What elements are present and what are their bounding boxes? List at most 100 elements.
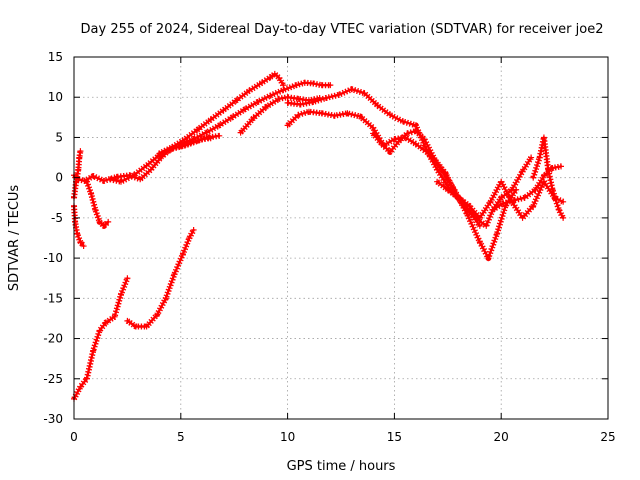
data-point <box>246 87 253 94</box>
data-point <box>305 108 312 115</box>
data-point <box>280 86 287 93</box>
data-point <box>258 79 265 86</box>
data-point <box>162 295 169 302</box>
data-point <box>483 222 490 229</box>
data-point <box>100 177 107 184</box>
data-point <box>421 136 428 143</box>
data-point <box>76 154 83 161</box>
data-point <box>318 82 325 89</box>
data-point <box>519 168 526 175</box>
data-point <box>143 162 150 169</box>
data-point <box>555 206 562 213</box>
y-tick-label: 5 <box>55 130 63 144</box>
data-point <box>124 275 131 282</box>
data-point <box>77 148 84 155</box>
data-point <box>536 154 543 161</box>
chart-title: Day 255 of 2024, Sidereal Day-to-day VTE… <box>81 22 604 37</box>
data-point <box>77 239 84 246</box>
data-point <box>310 99 317 106</box>
data-point <box>100 222 107 229</box>
data-point <box>250 115 257 122</box>
data-point <box>284 122 291 129</box>
data-point <box>276 74 283 81</box>
data-point <box>476 239 483 246</box>
data-point <box>498 194 505 201</box>
data-point <box>530 202 537 209</box>
plot-frame <box>73 56 609 420</box>
data-point <box>370 124 377 131</box>
data-point <box>412 128 419 135</box>
data-point <box>293 82 300 89</box>
data-point <box>310 80 317 87</box>
data-point <box>519 214 526 221</box>
series-sat-k <box>370 128 535 229</box>
y-tick-label: 0 <box>55 171 63 185</box>
data-point <box>511 197 518 204</box>
data-point <box>395 138 402 145</box>
data-point <box>143 323 150 330</box>
series-sat-a <box>71 148 84 201</box>
data-point <box>177 140 184 147</box>
data-point <box>75 166 82 173</box>
data-point <box>284 94 291 101</box>
data-point <box>545 166 552 173</box>
data-point <box>216 132 223 139</box>
data-point <box>442 170 449 177</box>
data-point <box>549 186 556 193</box>
data-point <box>147 166 154 173</box>
grid <box>74 57 608 419</box>
y-tick-label: -15 <box>43 291 63 305</box>
x-tick-label: 25 <box>600 430 615 444</box>
data-point <box>96 218 103 225</box>
data-point <box>404 130 411 137</box>
data-point <box>124 317 131 324</box>
x-tick-label: 10 <box>280 430 295 444</box>
data-point <box>528 154 535 161</box>
data-point <box>137 176 144 183</box>
data-point <box>190 136 197 143</box>
series-sat-f <box>156 70 287 157</box>
data-point <box>169 144 176 151</box>
data-point <box>374 102 381 109</box>
y-tick-label: -20 <box>43 332 63 346</box>
data-point <box>327 82 334 89</box>
y-tick-label: -25 <box>43 372 63 386</box>
data-point <box>154 311 161 318</box>
data-point <box>130 172 137 179</box>
data-point <box>530 174 537 181</box>
data-point <box>297 101 304 108</box>
data-point <box>493 230 500 237</box>
data-point <box>361 90 368 97</box>
y-axis-label: SDTVAR / TECUs <box>7 185 22 292</box>
data-point <box>271 70 278 77</box>
data-point <box>357 113 364 120</box>
series-sat-g <box>177 79 334 147</box>
data-point <box>500 200 507 207</box>
data-point <box>540 173 547 180</box>
data-point <box>90 173 97 180</box>
data-point <box>186 235 193 241</box>
data-point <box>220 107 227 114</box>
data-point <box>105 218 112 225</box>
data-point <box>80 243 87 250</box>
data-point <box>83 375 90 382</box>
y-tick-label: -5 <box>51 211 63 225</box>
data-point <box>267 92 274 99</box>
data-point <box>485 255 492 262</box>
data-point <box>203 129 210 136</box>
data-point <box>241 106 248 113</box>
series-layer <box>71 70 567 402</box>
data-point <box>487 198 494 205</box>
data-point <box>171 271 178 278</box>
data-point <box>335 91 342 98</box>
x-tick-label: 15 <box>387 430 402 444</box>
x-tick-label: 5 <box>177 430 185 444</box>
data-point <box>88 190 95 197</box>
data-point <box>466 202 473 209</box>
data-point <box>276 95 283 102</box>
data-point <box>72 218 79 225</box>
data-point <box>74 230 81 237</box>
data-point <box>117 291 124 298</box>
data-point <box>90 347 97 354</box>
